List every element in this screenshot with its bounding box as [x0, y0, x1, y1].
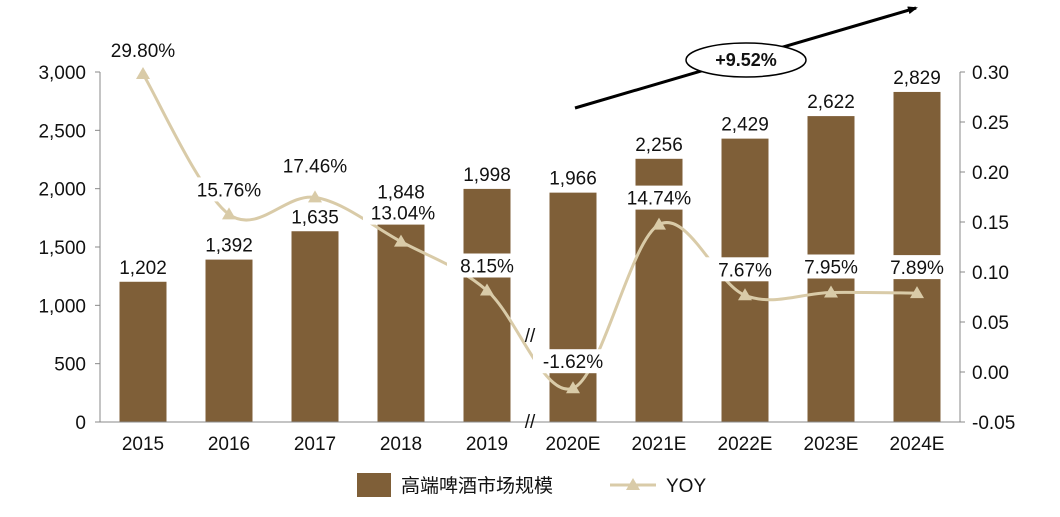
left-tick-label: 0 [75, 413, 86, 434]
bar-value-label-2017: 1,635 [291, 207, 339, 228]
bar-label-bg [535, 165, 611, 190]
left-tick-label: 2,500 [38, 121, 86, 142]
yoy-label-bg [447, 253, 527, 278]
x-tick-label-2022E: 2022E [718, 434, 773, 455]
bar-value-label-2023E: 2,622 [807, 92, 855, 113]
yoy-label-bg [533, 349, 613, 374]
yoy-label-bg [363, 200, 443, 225]
yoy-value-label-2019: 8.15% [460, 257, 514, 278]
left-tick-label: 500 [54, 355, 86, 376]
axes: 0 500 1,000 1,500 2,000 2,500 3,000 -0.05 0.00 0.… [38, 63, 1015, 455]
bar-value-labels: 1,202 1,392 1,635 1,848 1,998 1,966 2,256 2,429… [105, 64, 955, 279]
yoy-marker-2023E [824, 285, 838, 298]
x-tick-label-2020E: 2020E [546, 434, 601, 455]
right-tick-label: 0.20 [972, 163, 1009, 184]
left-tick-label: 3,000 [38, 63, 86, 84]
yoy-value-label-2023E: 7.95% [804, 258, 858, 279]
x-tick-label-2018: 2018 [380, 434, 422, 455]
x-tick-label-2017: 2017 [294, 434, 336, 455]
bar-value-label-2019: 1,998 [463, 165, 511, 186]
bar-value-label-2015: 1,202 [119, 258, 167, 279]
yoy-marker-2018 [394, 234, 408, 247]
bar-2017 [291, 231, 339, 422]
yoy-marker-2021E [652, 217, 666, 230]
yoy-marker-2019 [480, 283, 494, 296]
bar-label-bg [191, 232, 267, 257]
x-tick-label-2015: 2015 [122, 434, 164, 455]
bar-value-label-2021E: 2,256 [635, 135, 683, 156]
left-tick-label: 1,000 [38, 296, 86, 317]
bar-value-label-2020E: 1,966 [549, 169, 597, 190]
right-tick-label: 0.05 [972, 313, 1009, 334]
yoy-value-label-2016: 15.76% [197, 180, 262, 201]
yoy-label-bg [275, 153, 355, 178]
yoy-marker-2020E [566, 381, 580, 394]
yoy-marker-2024E [910, 286, 924, 299]
bar-label-bg [449, 161, 525, 186]
yoy-label-bg [791, 254, 871, 279]
x-tick-label-2016: 2016 [208, 434, 250, 455]
yoy-label-bg [189, 177, 269, 202]
yoy-value-label-2015: 29.80% [111, 41, 176, 62]
right-tick-label: 0.10 [972, 263, 1009, 284]
yoy-value-label-2020E: -1.62% [543, 352, 603, 373]
yoy-label-bg [103, 38, 183, 62]
right-tick-label: 0.15 [972, 213, 1009, 234]
bar-value-label-2018: 1,848 [377, 182, 425, 203]
bar-2019 [463, 188, 511, 422]
bar-label-bg [793, 89, 869, 114]
yoy-value-label-2018: 13.04% [371, 204, 436, 225]
x-tick-label-2024E: 2024E [890, 434, 945, 455]
yoy-label-bg [619, 185, 699, 210]
bar-value-label-2016: 1,392 [205, 236, 253, 257]
yoy-marker-2017 [308, 190, 322, 203]
axis-break-label: // [525, 412, 536, 433]
yoy-value-label-2022E: 7.67% [718, 260, 772, 281]
legend-line-label: YOY [666, 476, 706, 497]
bar-2016 [205, 259, 253, 422]
yoy-marker-2016 [222, 207, 236, 220]
right-tick-label: 0.00 [972, 363, 1009, 384]
bar-label-bg [105, 254, 181, 279]
yoy-value-label-2017: 17.46% [283, 156, 348, 177]
x-tick-label-2023E: 2023E [804, 434, 859, 455]
yoy-value-labels: 29.80% 15.76% 17.46% 13.04% 8.15% -1.62% 14.74… [103, 38, 957, 374]
left-tick-label: 1,500 [38, 238, 86, 259]
bar-value-label-2024E: 2,829 [893, 68, 941, 89]
legend-triangle-icon [626, 478, 640, 490]
bar-label-bg [879, 64, 955, 89]
left-tick-label: 2,000 [38, 180, 86, 201]
yoy-label-bg [705, 257, 785, 282]
bar-label-bg [621, 131, 697, 156]
yoy-marker-2022E [738, 288, 752, 301]
bar-2015 [119, 281, 167, 422]
bar-label-bg [277, 204, 353, 229]
growth-badge-text: +9.52% [715, 50, 777, 70]
bar-value-label-2022E: 2,429 [721, 115, 769, 136]
yoy-value-label-2024E: 7.89% [890, 258, 944, 279]
right-tick-label: -0.05 [972, 413, 1015, 434]
bar-label-bg [707, 111, 783, 136]
x-tick-label-2019: 2019 [466, 434, 508, 455]
yoy-label-bg [877, 255, 957, 280]
line-break-label: // [525, 326, 536, 347]
growth-badge [685, 42, 807, 78]
x-tick-label-2021E: 2021E [632, 434, 687, 455]
legend: 高端啤酒市场规模 YOY [357, 473, 706, 497]
yoy-value-label-2021E: 14.74% [627, 189, 692, 210]
legend-bar-swatch [357, 473, 391, 497]
bar-label-bg [363, 179, 439, 204]
yoy-marker-2015 [136, 67, 150, 79]
growth-annotation: +9.52% [574, 6, 918, 110]
legend-bar-label: 高端啤酒市场规模 [401, 475, 553, 497]
right-tick-label: 0.30 [972, 63, 1009, 84]
right-tick-label: 0.25 [972, 113, 1009, 134]
